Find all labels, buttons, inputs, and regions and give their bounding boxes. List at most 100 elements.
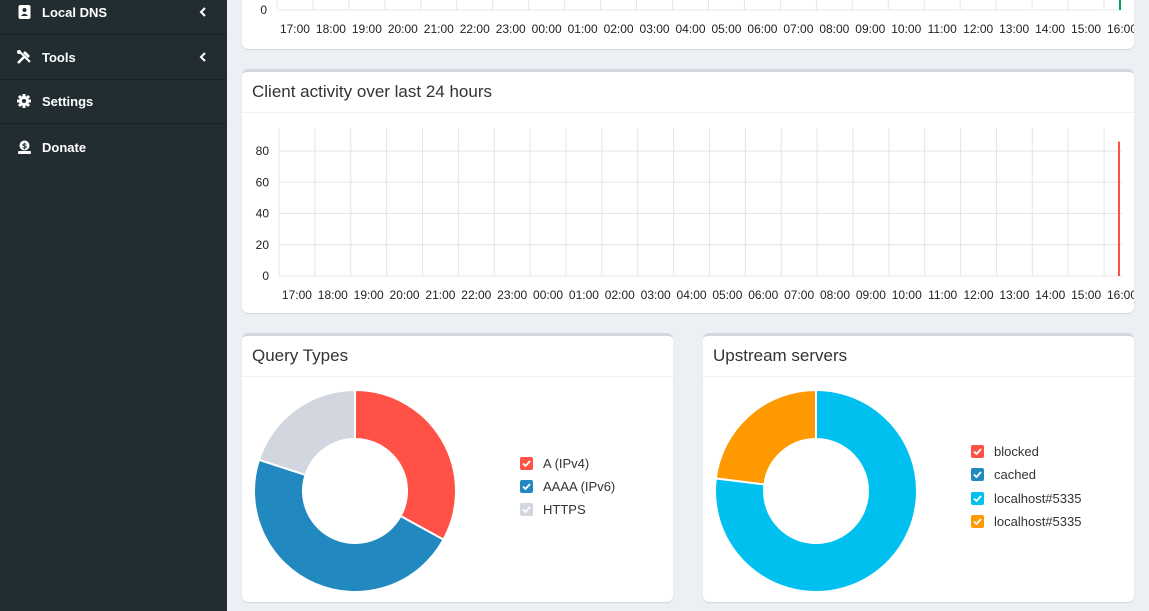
card-title: Client activity over last 24 hours xyxy=(252,82,492,101)
donut-slice xyxy=(714,388,918,593)
client-activity-chart: 0 20 40 60 80 17:00 18:00 19:00 20:00 21:00 22:00 2… xyxy=(256,128,1134,302)
checkbox-checked-icon[interactable] xyxy=(971,515,984,528)
x-tick-label: 08:00 xyxy=(819,22,849,36)
card-divider xyxy=(242,376,673,377)
x-tick-label: 08:00 xyxy=(820,288,850,302)
x-tick-label: 10:00 xyxy=(892,288,922,302)
legend-label: HTTPS xyxy=(543,502,586,517)
x-tick-label: 17:00 xyxy=(280,22,310,36)
svg-text:$: $ xyxy=(21,142,27,151)
sidebar-item-label: Tools xyxy=(42,49,76,65)
x-tick-label: 02:00 xyxy=(605,288,635,302)
x-tick-label: 15:00 xyxy=(1071,22,1101,36)
x-tick-label: 19:00 xyxy=(352,22,382,36)
x-tick-label: 20:00 xyxy=(388,22,418,36)
x-tick-label: 09:00 xyxy=(855,22,885,36)
x-tick-label: 06:00 xyxy=(747,22,777,36)
x-tick-label: 16:00 xyxy=(1107,22,1134,36)
x-tick-label: 17:00 xyxy=(282,288,312,302)
sidebar-divider xyxy=(0,123,227,124)
legend-label: localhost#5335 xyxy=(994,514,1082,529)
card-divider xyxy=(703,376,1134,377)
legend-label: localhost#5335 xyxy=(994,491,1082,506)
sidebar-divider xyxy=(0,34,227,35)
x-tick-label: 16:00 xyxy=(1107,288,1134,302)
y-tick-label: 60 xyxy=(256,175,270,189)
data-bar xyxy=(1118,141,1120,276)
y-tick-label: 40 xyxy=(256,207,270,221)
checkbox-checked-icon[interactable] xyxy=(971,445,984,458)
sidebar-divider xyxy=(0,79,227,80)
x-tick-label: 03:00 xyxy=(641,288,671,302)
x-tick-label: 00:00 xyxy=(533,288,563,302)
legend-item[interactable]: cached xyxy=(971,467,1036,482)
queries-over-time-chart: 0 17:00 18:00 19:00 20:00 21:00 22:00 23:00 00:0… xyxy=(260,0,1134,36)
sidebar-item-label: Settings xyxy=(42,93,94,109)
legend-item[interactable]: HTTPS xyxy=(520,502,586,517)
x-tick-label: 23:00 xyxy=(496,22,526,36)
legend-item[interactable]: localhost#5335 xyxy=(971,491,1081,506)
sidebar: Local DNS Tools Settings $ Donate xyxy=(0,0,227,611)
x-tick-label: 21:00 xyxy=(425,288,455,302)
x-tick-label: 07:00 xyxy=(783,22,813,36)
sidebar-item-settings[interactable]: Settings xyxy=(0,79,227,123)
x-tick-label: 12:00 xyxy=(963,288,993,302)
x-tick-label: 05:00 xyxy=(711,22,741,36)
checkbox-checked-icon[interactable] xyxy=(520,480,533,493)
y-tick-label: 20 xyxy=(256,238,270,252)
client-activity-card: Client activity over last 24 hours 0 20 40… xyxy=(242,69,1134,313)
x-tick-label: 07:00 xyxy=(784,288,814,302)
x-tick-label: 03:00 xyxy=(640,22,670,36)
sidebar-item-donate[interactable]: $ Donate xyxy=(0,125,227,169)
x-tick-label: 13:00 xyxy=(999,22,1029,36)
x-tick-label: 02:00 xyxy=(604,22,634,36)
data-bar xyxy=(1119,0,1121,10)
x-tick-label: 04:00 xyxy=(677,288,707,302)
legend-label: cached xyxy=(994,467,1036,482)
x-tick-label: 19:00 xyxy=(354,288,384,302)
legend-label: A (IPv4) xyxy=(543,456,590,471)
x-tick-label: 22:00 xyxy=(460,22,490,36)
y-tick-label: 0 xyxy=(260,3,267,17)
legend-item[interactable]: blocked xyxy=(971,444,1039,459)
x-tick-label: 05:00 xyxy=(712,288,742,302)
legend-item[interactable]: localhost#5335 xyxy=(971,514,1081,529)
chevron-left-icon xyxy=(197,6,209,18)
checkbox-checked-icon[interactable] xyxy=(971,492,984,505)
sidebar-item-local-dns[interactable]: Local DNS xyxy=(0,0,227,34)
address-book-icon xyxy=(16,4,32,20)
y-tick-label: 80 xyxy=(256,144,270,158)
x-tick-label: 18:00 xyxy=(318,288,348,302)
card-title: Upstream servers xyxy=(713,346,848,365)
legend-label: AAAA (IPv6) xyxy=(543,479,616,494)
checkbox-checked-icon[interactable] xyxy=(971,468,984,481)
x-tick-label: 01:00 xyxy=(569,288,599,302)
donut-slice xyxy=(253,458,445,593)
checkbox-checked-icon[interactable] xyxy=(520,503,533,516)
x-tick-label: 09:00 xyxy=(856,288,886,302)
x-tick-label: 20:00 xyxy=(390,288,420,302)
x-tick-label: 11:00 xyxy=(928,22,957,36)
x-tick-label: 04:00 xyxy=(675,22,705,36)
y-tick-label: 0 xyxy=(262,269,269,283)
sidebar-item-tools[interactable]: Tools xyxy=(0,35,227,79)
x-tick-label: 01:00 xyxy=(568,22,598,36)
upstream-servers-card: Upstream servers blocked cached localhos… xyxy=(703,333,1134,602)
chevron-left-icon xyxy=(197,51,209,63)
donut-slice xyxy=(257,388,356,477)
x-tick-label: 13:00 xyxy=(999,288,1029,302)
x-tick-label: 11:00 xyxy=(928,288,957,302)
tools-icon xyxy=(16,49,32,65)
x-tick-label: 18:00 xyxy=(316,22,346,36)
checkbox-checked-icon[interactable] xyxy=(520,457,533,470)
donut-slice xyxy=(714,388,817,486)
donut-slice xyxy=(354,388,457,542)
x-tick-label: 14:00 xyxy=(1035,288,1065,302)
query-types-donut-chart xyxy=(253,388,457,593)
upstream-servers-donut-chart xyxy=(714,388,918,593)
legend-item[interactable]: A (IPv4) xyxy=(520,456,589,471)
legend-item[interactable]: AAAA (IPv6) xyxy=(520,479,615,494)
x-tick-label: 15:00 xyxy=(1071,288,1101,302)
queries-over-time-card: 0 17:00 18:00 19:00 20:00 21:00 22:00 23:00 00:0… xyxy=(242,0,1134,49)
sidebar-item-label: Local DNS xyxy=(42,4,108,20)
